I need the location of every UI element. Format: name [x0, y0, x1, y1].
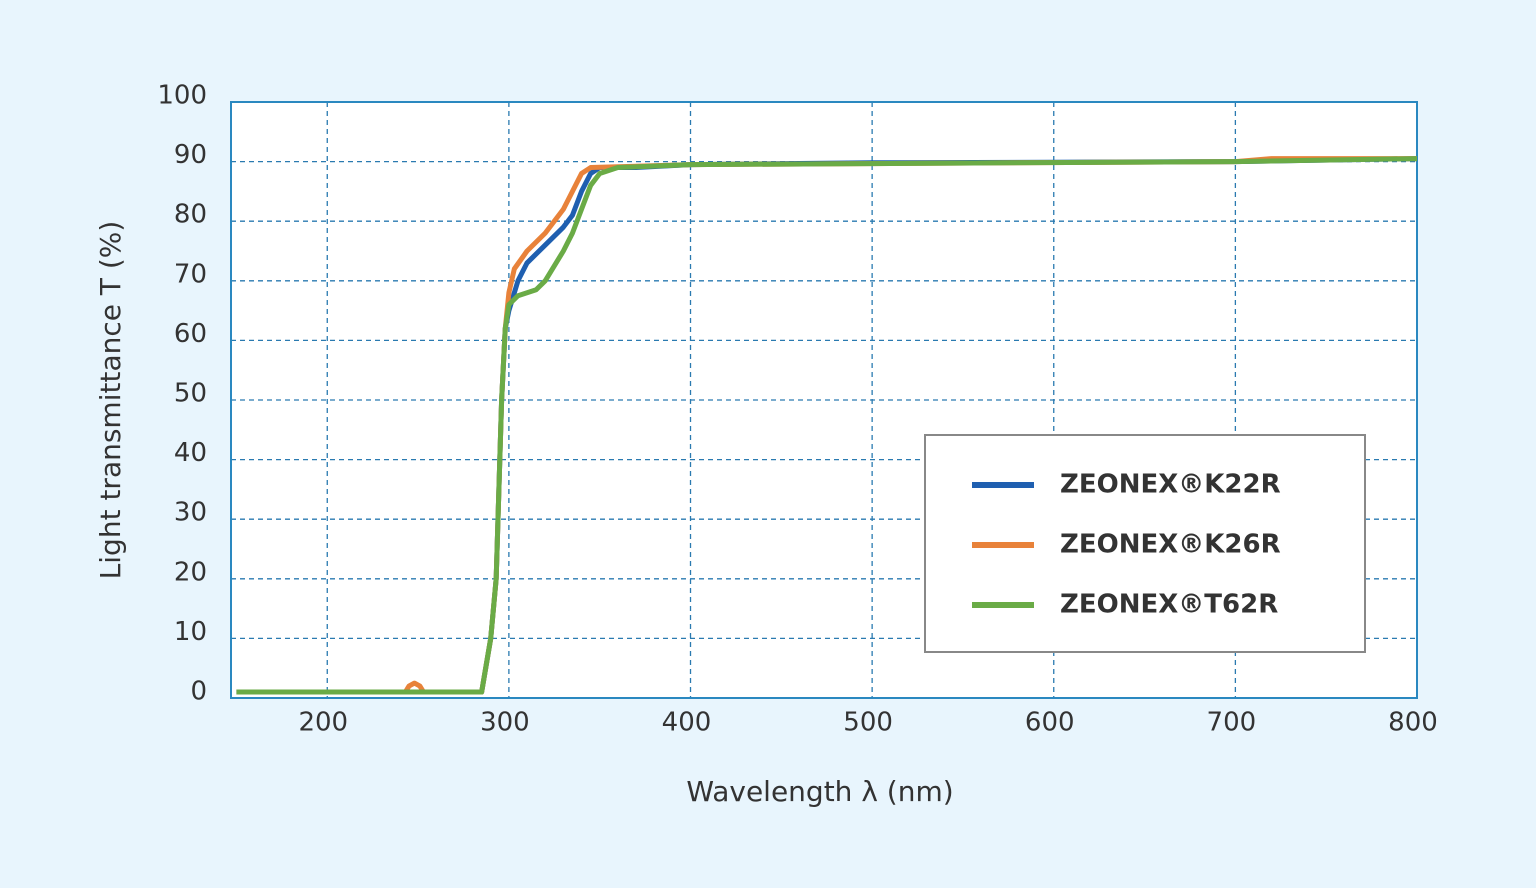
x-axis-title: Wavelength λ (nm) [686, 775, 953, 808]
plot-border [230, 101, 1418, 699]
legend-label: ZEONEX®K26R [1060, 530, 1281, 560]
y-tick-label: 10 [174, 617, 207, 647]
y-tick-label: 80 [174, 200, 207, 230]
data-line [236, 156, 1418, 695]
legend-label: ZEONEX®T62R [1060, 590, 1278, 620]
y-tick-label: 50 [174, 379, 207, 409]
x-tick-label: 500 [843, 708, 893, 738]
x-tick-label: 200 [298, 708, 348, 738]
y-tick-label: 0 [190, 677, 207, 707]
x-tick-label: 400 [662, 708, 712, 738]
y-axis-title: Light transmittance T (%) [94, 221, 127, 580]
y-tick-label: 70 [174, 259, 207, 289]
y-tick-label: 90 [174, 140, 207, 170]
x-tick-label: 600 [1025, 708, 1075, 738]
y-tick-label: 20 [174, 557, 207, 587]
x-tick-label: 300 [480, 708, 530, 738]
y-tick-label: 30 [174, 498, 207, 528]
x-tick-label: 700 [1207, 708, 1257, 738]
legend-label: ZEONEX®K22R [1060, 470, 1281, 500]
y-tick-label: 60 [174, 319, 207, 349]
y-tick-label: 40 [174, 438, 207, 468]
x-tick-label: 800 [1388, 708, 1438, 738]
y-tick-label: 100 [157, 81, 207, 111]
